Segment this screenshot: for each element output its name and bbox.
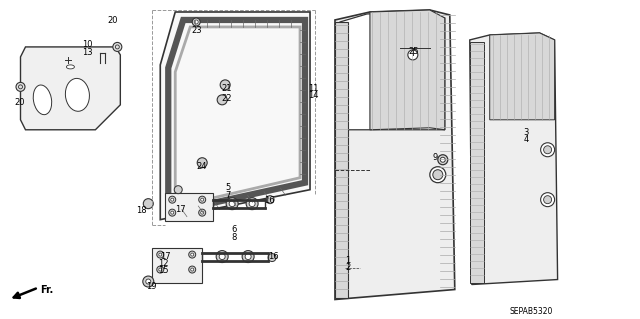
Circle shape <box>541 143 555 157</box>
Text: 23: 23 <box>191 26 202 35</box>
Circle shape <box>246 198 258 210</box>
Circle shape <box>143 199 153 209</box>
Bar <box>152 248 202 283</box>
Circle shape <box>198 196 205 203</box>
Text: 11: 11 <box>308 84 319 93</box>
Circle shape <box>226 198 238 210</box>
Circle shape <box>191 253 194 256</box>
Circle shape <box>191 268 194 271</box>
Ellipse shape <box>33 85 52 115</box>
Circle shape <box>242 251 254 263</box>
Circle shape <box>143 276 154 287</box>
Text: 12: 12 <box>158 259 169 268</box>
Text: 1: 1 <box>345 256 350 264</box>
Circle shape <box>157 251 164 258</box>
Circle shape <box>157 266 164 273</box>
Circle shape <box>217 95 227 105</box>
Text: 20: 20 <box>108 16 118 25</box>
Text: 4: 4 <box>524 135 529 144</box>
Bar <box>165 193 213 221</box>
Circle shape <box>219 254 225 260</box>
Circle shape <box>543 196 552 204</box>
Circle shape <box>201 198 204 201</box>
Circle shape <box>198 209 205 216</box>
Circle shape <box>440 157 445 162</box>
Circle shape <box>541 193 555 207</box>
Circle shape <box>113 42 122 51</box>
Text: 3: 3 <box>524 128 529 137</box>
Circle shape <box>194 20 198 24</box>
Circle shape <box>146 279 151 284</box>
Circle shape <box>268 254 276 262</box>
Text: 13: 13 <box>83 48 93 57</box>
Text: 9: 9 <box>433 153 438 162</box>
Text: 16: 16 <box>264 196 275 205</box>
Polygon shape <box>335 22 348 298</box>
Text: 19: 19 <box>147 282 157 291</box>
Text: 6: 6 <box>232 225 237 234</box>
Polygon shape <box>370 10 445 130</box>
Circle shape <box>249 201 255 207</box>
Text: 20: 20 <box>15 98 25 107</box>
Circle shape <box>438 155 448 165</box>
Text: 14: 14 <box>308 91 319 100</box>
Text: 16: 16 <box>268 252 278 261</box>
Polygon shape <box>335 10 455 300</box>
Text: 10: 10 <box>83 40 93 49</box>
Circle shape <box>19 85 22 89</box>
Circle shape <box>159 253 162 256</box>
Polygon shape <box>470 33 557 285</box>
Text: 5: 5 <box>225 183 231 192</box>
Circle shape <box>169 196 176 203</box>
Text: 7: 7 <box>225 191 231 200</box>
Circle shape <box>171 211 173 214</box>
Circle shape <box>16 82 25 91</box>
Circle shape <box>115 45 119 49</box>
Ellipse shape <box>65 78 90 111</box>
Circle shape <box>171 198 173 201</box>
Circle shape <box>216 251 228 263</box>
Text: 21: 21 <box>221 84 232 93</box>
Circle shape <box>408 50 418 60</box>
Polygon shape <box>160 12 310 220</box>
Circle shape <box>245 254 251 260</box>
Text: 25: 25 <box>409 47 419 56</box>
Text: 17: 17 <box>160 252 171 261</box>
Circle shape <box>433 170 443 180</box>
Text: Fr.: Fr. <box>40 285 54 294</box>
Polygon shape <box>20 47 120 130</box>
Text: 22: 22 <box>221 94 232 103</box>
Circle shape <box>192 18 200 26</box>
Circle shape <box>543 146 552 154</box>
Circle shape <box>174 186 182 194</box>
Circle shape <box>197 158 207 168</box>
Polygon shape <box>490 33 555 120</box>
Text: 18: 18 <box>136 206 147 215</box>
Circle shape <box>159 268 162 271</box>
Ellipse shape <box>67 65 74 69</box>
Text: 8: 8 <box>232 233 237 241</box>
Circle shape <box>229 201 235 207</box>
Text: 2: 2 <box>345 263 350 271</box>
Circle shape <box>220 80 230 90</box>
Text: 17: 17 <box>175 205 186 214</box>
Polygon shape <box>340 12 445 130</box>
Circle shape <box>430 167 446 183</box>
Polygon shape <box>470 42 484 283</box>
Text: SEPAB5320: SEPAB5320 <box>509 308 553 316</box>
Circle shape <box>169 209 176 216</box>
Text: 15: 15 <box>158 265 169 275</box>
Circle shape <box>266 196 274 204</box>
Text: 24: 24 <box>196 162 207 171</box>
Circle shape <box>201 211 204 214</box>
Circle shape <box>189 266 196 273</box>
Circle shape <box>189 251 196 258</box>
